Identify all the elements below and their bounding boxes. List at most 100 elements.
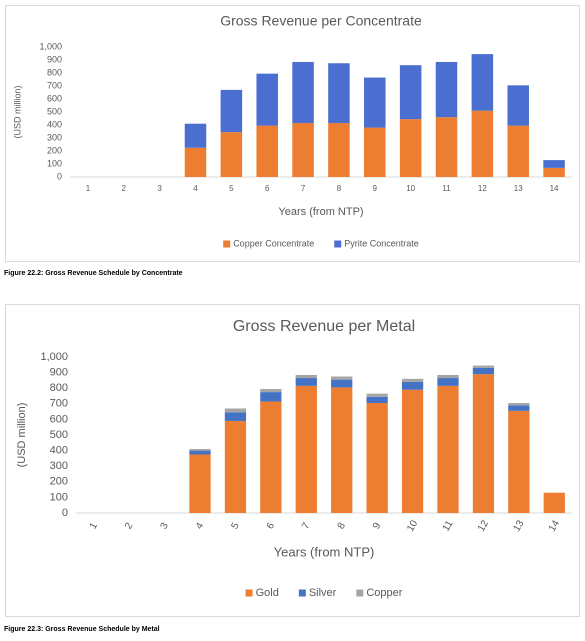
legend-label: Silver — [309, 587, 337, 599]
bar-segment — [220, 132, 243, 177]
y-axis-label: (USD million) — [16, 403, 28, 468]
x-tick-label: 3 — [157, 184, 162, 193]
y-tick-label: 100 — [47, 158, 62, 168]
x-tick-label: 2 — [122, 184, 127, 193]
y-tick-label: 500 — [47, 106, 62, 116]
bar-segment — [401, 381, 424, 390]
bar-segment — [256, 125, 278, 177]
bar-segment — [471, 54, 494, 111]
caption: Figure 22.3: Gross Revenue Schedule by M… — [4, 626, 160, 633]
y-tick-label: 200 — [47, 145, 62, 155]
y-tick-label: 900 — [50, 367, 68, 379]
legend-label: Copper Concentrate — [233, 238, 314, 248]
bar-segment — [543, 492, 565, 513]
bar-segment — [401, 389, 424, 513]
bar-segment — [364, 77, 386, 128]
bar-segment — [292, 61, 314, 124]
y-tick-label: 800 — [47, 67, 62, 77]
bar-segment — [437, 374, 459, 379]
legend-label: Copper — [366, 587, 402, 599]
legend-swatch — [223, 240, 231, 248]
x-tick-label: 4 — [193, 184, 198, 193]
x-tick-label: 9 — [373, 184, 378, 193]
x-tick-label: 12 — [476, 518, 491, 534]
bar-segment — [224, 408, 247, 413]
y-tick-label: 700 — [50, 398, 68, 410]
legend-swatch — [356, 589, 364, 597]
x-tick-label: 10 — [406, 184, 415, 193]
y-tick-label: 100 — [50, 491, 68, 503]
y-tick-label: 300 — [50, 460, 68, 472]
bar-segment — [224, 420, 247, 513]
bar-segment — [256, 73, 278, 126]
bar-segment — [331, 379, 353, 388]
x-tick-label: 4 — [194, 521, 207, 532]
y-tick-label: 0 — [62, 507, 68, 519]
bar-segment — [189, 449, 211, 451]
y-tick-label: 900 — [47, 54, 62, 64]
bar-segment — [328, 63, 350, 124]
x-tick-label: 1 — [86, 184, 91, 193]
x-tick-label: 5 — [229, 521, 242, 532]
bar-segment — [260, 392, 282, 402]
bar-segment — [224, 412, 247, 421]
bar-segment — [260, 401, 282, 513]
bar-segment — [331, 376, 353, 380]
x-tick-label: 8 — [337, 184, 342, 193]
x-tick-label: 10 — [405, 518, 420, 534]
y-tick-label: 800 — [50, 382, 68, 394]
bar-segment — [189, 454, 211, 513]
bar-segment — [366, 396, 388, 404]
legend-label: Pyrite Concentrate — [344, 238, 419, 248]
y-tick-label: 0 — [57, 171, 62, 181]
y-tick-label: 600 — [47, 93, 62, 103]
chart-title: Gross Revenue per Metal — [233, 318, 415, 335]
bar-segment — [472, 365, 495, 368]
y-tick-label: 400 — [47, 119, 62, 129]
y-tick-label: 400 — [50, 445, 68, 457]
y-tick-label: 200 — [50, 476, 68, 488]
x-tick-label: 6 — [265, 184, 270, 193]
x-tick-label: 1 — [88, 521, 101, 532]
bar-segment — [220, 89, 243, 133]
x-tick-label: 7 — [300, 521, 313, 532]
x-tick-label: 3 — [159, 521, 172, 532]
bar-segment — [435, 117, 458, 177]
bar-segment — [295, 385, 317, 513]
legend-swatch — [298, 589, 306, 597]
bar-segment — [328, 123, 350, 177]
bar-segment — [260, 388, 282, 393]
y-axis-label: (USD million) — [12, 85, 22, 138]
bar-segment — [401, 378, 424, 382]
x-tick-label: 11 — [442, 184, 451, 193]
x-axis-label: Years (from NTP) — [274, 544, 375, 559]
x-tick-label: 2 — [123, 521, 136, 532]
bar-segment — [366, 403, 388, 513]
x-tick-label: 5 — [229, 184, 234, 193]
y-tick-label: 600 — [50, 413, 68, 425]
bar-segment — [543, 160, 565, 168]
bar-segment — [472, 374, 495, 513]
bar-segment — [184, 123, 207, 148]
y-tick-label: 500 — [50, 429, 68, 441]
y-tick-label: 300 — [47, 132, 62, 142]
x-tick-label: 14 — [550, 184, 559, 193]
bar-segment — [472, 367, 495, 375]
y-tick-label: 1,000 — [40, 351, 68, 363]
bar-segment — [366, 393, 388, 397]
x-tick-label: 13 — [514, 184, 523, 193]
bar-segment — [189, 450, 211, 455]
bar-segment — [399, 119, 422, 177]
x-tick-label: 13 — [511, 518, 526, 534]
x-axis-label: Years (from NTP) — [278, 206, 363, 218]
bar-segment — [331, 387, 353, 513]
bar-segment — [508, 405, 530, 411]
chart-title: Gross Revenue per Concentrate — [220, 13, 422, 29]
bar-segment — [437, 378, 459, 386]
bar-segment — [508, 403, 530, 406]
x-tick-label: 6 — [265, 521, 278, 532]
caption: Figure 22.2: Gross Revenue Schedule by C… — [4, 270, 183, 277]
bar-segment — [507, 125, 529, 177]
x-tick-label: 8 — [336, 521, 349, 532]
